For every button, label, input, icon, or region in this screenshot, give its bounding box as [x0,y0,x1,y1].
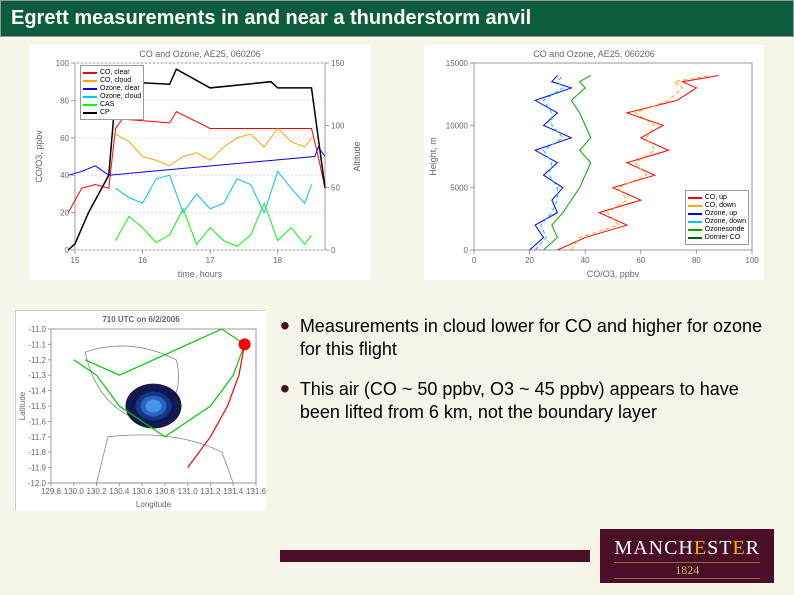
bullet-item: •This air (CO ~ 50 ppbv, O3 ~ 45 ppbv) a… [280,378,779,423]
svg-text:129.8: 129.8 [41,487,62,496]
bullet-item: •Measurements in cloud lower for CO and … [280,315,779,360]
svg-text:-11.4: -11.4 [28,387,46,396]
svg-text:100: 100 [56,59,70,68]
svg-text:80: 80 [692,256,701,265]
svg-text:-11.9: -11.9 [28,464,46,473]
svg-text:130.8: 130.8 [155,487,176,496]
svg-text:20: 20 [60,209,69,218]
legend-item: Ozone, down [688,218,746,225]
svg-text:-11.6: -11.6 [28,417,46,426]
logo-mid: ST [707,537,732,559]
slide-title: Egrett measurements in and near a thunde… [11,7,531,29]
svg-text:130.6: 130.6 [132,487,153,496]
svg-text:Altitude: Altitude [352,141,362,171]
svg-text:10000: 10000 [446,121,469,130]
svg-text:150: 150 [331,59,345,68]
svg-text:100: 100 [331,121,345,130]
charts-row: CO and Ozone, AE25, 060206 15 16 17 18 time, … [0,37,794,280]
legend-item: Ozone, up [688,210,746,217]
svg-text:40: 40 [60,171,69,180]
legend: CO, upCO, downOzone, upOzone, downOzones… [685,190,749,245]
svg-text:80: 80 [60,96,69,105]
svg-text:Height, m: Height, m [428,137,438,176]
svg-text:15: 15 [71,256,80,265]
logo-h2: E [732,537,745,559]
svg-text:131.6: 131.6 [246,487,266,496]
legend-item: CP [83,109,141,116]
svg-text:17: 17 [206,256,215,265]
svg-text:5000: 5000 [450,184,468,193]
svg-text:100: 100 [745,256,759,265]
logo-text: MANCHESTER [614,537,760,560]
svg-text:0: 0 [472,256,477,265]
bullet-text: Measurements in cloud lower for CO and h… [300,315,779,360]
legend-item: Ozone, cloud [83,93,141,100]
svg-text:130.0: 130.0 [64,487,85,496]
bullet-dot: • [280,378,290,423]
profile-chart: CO and Ozone, AE25, 060206 0 20 40 60 80 100 CO… [424,45,764,280]
svg-text:710 UTC on 6/2/2006: 710 UTC on 6/2/2006 [102,315,180,324]
svg-text:20: 20 [525,256,534,265]
svg-text:-11.0: -11.0 [28,325,46,334]
legend-item: CO, down [688,202,746,209]
logo-h1: E [694,537,707,559]
svg-text:-11.3: -11.3 [28,371,46,380]
svg-text:60: 60 [636,256,645,265]
legend-item: Ozonesonde [688,226,746,233]
legend: CO, clearCO, cloudOzone, clearOzone, clo… [80,65,144,120]
bullet-dot: • [280,315,290,360]
legend-item: Ozone, clear [83,85,141,92]
svg-text:60: 60 [60,134,69,143]
logo-year: 1824 [614,562,760,579]
bottom-section: 710 UTC on 6/2/2006129.8130.0130.2130.41… [0,280,794,510]
svg-text:-11.5: -11.5 [28,402,46,411]
svg-text:CO/O3, ppbv: CO/O3, ppbv [34,130,44,183]
svg-text:130.4: 130.4 [109,487,130,496]
footer: MANCHESTER 1824 [0,529,794,583]
legend-item: CAS [83,101,141,108]
svg-text:40: 40 [581,256,590,265]
svg-text:0: 0 [331,246,336,255]
svg-text:Latitude: Latitude [18,391,27,420]
svg-text:131.0: 131.0 [178,487,199,496]
legend-item: Dornier CO [688,234,746,241]
timeseries-chart: CO and Ozone, AE25, 060206 15 16 17 18 time, … [30,45,370,280]
svg-text:18: 18 [273,256,282,265]
legend-item: CO, clear [83,69,141,76]
svg-text:15000: 15000 [446,59,469,68]
bullet-list: •Measurements in cloud lower for CO and … [280,310,779,510]
svg-text:0: 0 [464,246,469,255]
svg-text:CO/O3, ppbv: CO/O3, ppbv [587,269,640,279]
svg-text:-11.8: -11.8 [28,448,46,457]
svg-text:Longitude: Longitude [136,500,172,509]
svg-text:CO and Ozone, AE25, 060206: CO and Ozone, AE25, 060206 [139,49,261,59]
svg-text:130.2: 130.2 [87,487,108,496]
legend-item: CO, up [688,194,746,201]
footer-rule [280,550,590,562]
svg-text:-11.1: -11.1 [28,340,46,349]
map-chart: 710 UTC on 6/2/2006129.8130.0130.2130.41… [15,310,265,510]
svg-text:16: 16 [138,256,147,265]
logo-post: R [746,537,760,559]
svg-text:-11.7: -11.7 [28,433,46,442]
svg-text:131.2: 131.2 [200,487,221,496]
svg-text:131.4: 131.4 [223,487,244,496]
svg-text:time, hours: time, hours [178,269,223,279]
svg-text:CO and Ozone, AE25, 060206: CO and Ozone, AE25, 060206 [533,49,655,59]
logo-pre: MANCH [614,537,693,559]
svg-text:50: 50 [331,184,340,193]
slide-title-bar: Egrett measurements in and near a thunde… [0,0,794,37]
manchester-logo: MANCHESTER 1824 [600,529,774,583]
svg-text:-11.2: -11.2 [28,356,46,365]
svg-text:-12.0: -12.0 [28,479,47,488]
legend-item: CO, cloud [83,77,141,84]
bullet-text: This air (CO ~ 50 ppbv, O3 ~ 45 ppbv) ap… [300,378,779,423]
